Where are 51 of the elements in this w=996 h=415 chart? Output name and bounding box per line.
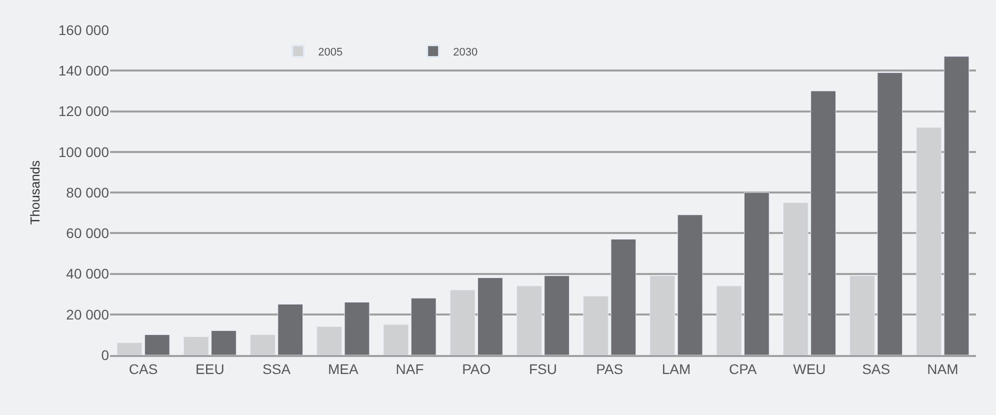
x-tick-label: PAO <box>462 360 491 377</box>
bar <box>610 238 636 355</box>
x-tick-label: LAM <box>662 360 691 377</box>
y-tick-label: 140 000 <box>58 62 110 79</box>
bar <box>944 56 970 355</box>
y-tick-label: 0 <box>101 346 110 363</box>
bar <box>410 298 436 355</box>
bar <box>782 202 808 355</box>
bar <box>583 296 608 355</box>
bar <box>810 90 836 355</box>
y-tick-label: 20 000 <box>66 306 110 322</box>
x-tick-label: NAF <box>396 360 424 377</box>
x-tick-label: SAS <box>862 360 890 377</box>
x-tick-label: MEA <box>328 360 359 377</box>
x-tick-label: PAS <box>596 360 624 377</box>
x-tick-label: CAS <box>128 360 158 377</box>
x-tick-label: SSA <box>262 360 292 377</box>
x-tick-label: FSU <box>529 360 557 377</box>
bar <box>716 286 742 355</box>
bar <box>916 127 942 355</box>
y-tick-label: 40 000 <box>66 266 110 282</box>
legend-label: 2030 <box>453 46 478 58</box>
bar <box>650 276 676 355</box>
y-tick-label: 160 000 <box>58 22 110 38</box>
bar <box>850 276 875 355</box>
x-tick-label: EEU <box>196 360 224 377</box>
bar <box>116 342 142 355</box>
bar <box>450 290 476 355</box>
bar <box>144 334 170 355</box>
x-tick-label: CPA <box>728 360 758 377</box>
bar <box>316 326 342 355</box>
bar <box>478 278 503 355</box>
y-tick-label: 100 000 <box>58 144 110 160</box>
bar <box>250 334 276 355</box>
y-tick-label: 60 000 <box>66 225 110 242</box>
x-tick-label: WEU <box>793 360 826 377</box>
bar <box>677 214 703 355</box>
bar <box>744 192 770 355</box>
bar <box>544 276 570 355</box>
bar <box>211 330 236 355</box>
y-tick-label: 120 000 <box>58 103 110 120</box>
bar <box>877 72 903 355</box>
bar <box>383 324 409 355</box>
x-tick-label: NAM <box>927 360 958 377</box>
y-axis-title: Thousands <box>27 160 42 225</box>
y-tick-label: 80 000 <box>66 184 110 200</box>
bar <box>278 304 304 355</box>
bar <box>344 302 370 355</box>
bar <box>183 336 209 355</box>
bar <box>516 286 542 355</box>
legend-label: 2005 <box>318 46 343 58</box>
